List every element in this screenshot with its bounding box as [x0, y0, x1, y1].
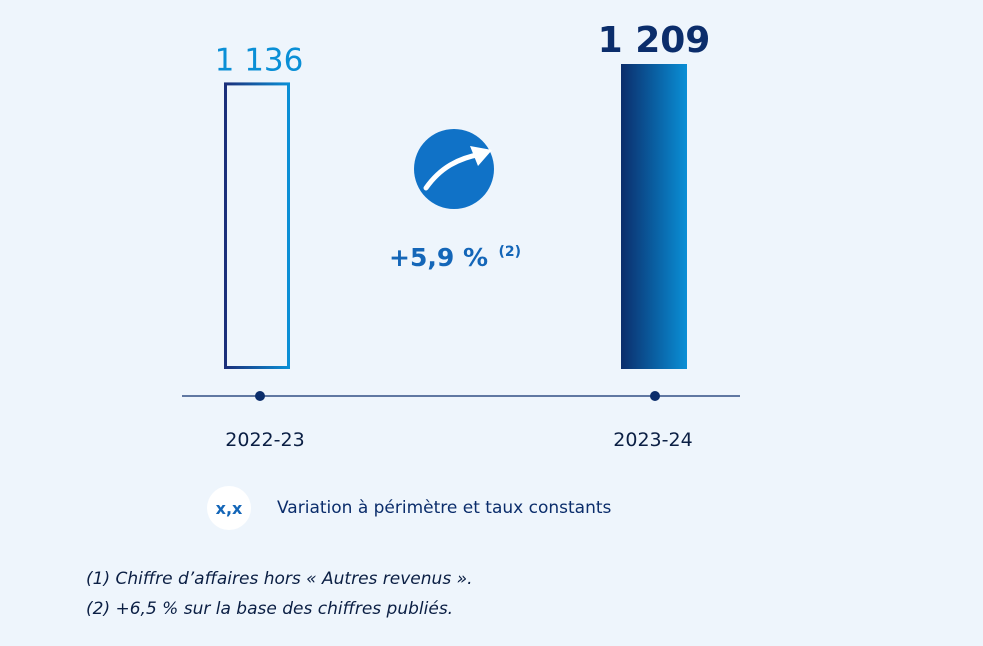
legend-badge: x,x	[207, 486, 251, 530]
trend-up-arrow-icon	[414, 129, 494, 209]
value-label-2023-24: 1 209	[598, 20, 711, 61]
footnote-1: (1) Chiffre d’affaires hors « Autres rev…	[86, 569, 473, 589]
footnote-2: (2) +6,5 % sur la base des chiffres publ…	[86, 599, 454, 619]
x-axis-tick-dot	[650, 391, 660, 401]
value-label-2022-23: 1 136	[215, 42, 304, 78]
x-axis-tick-dot	[255, 391, 265, 401]
bar-2022-23	[224, 82, 290, 369]
x-tick-label-2022-23: 2022-23	[225, 429, 304, 451]
variation-value: +5,9 % (2)	[389, 243, 521, 272]
legend: x,x Variation à périmètre et taux consta…	[207, 486, 611, 530]
x-tick-label-2023-24: 2023-24	[613, 429, 692, 451]
footnotes: (1) Chiffre d’affaires hors « Autres rev…	[86, 564, 472, 624]
bar-2023-24	[621, 64, 687, 369]
legend-text: Variation à périmètre et taux constants	[277, 498, 612, 518]
